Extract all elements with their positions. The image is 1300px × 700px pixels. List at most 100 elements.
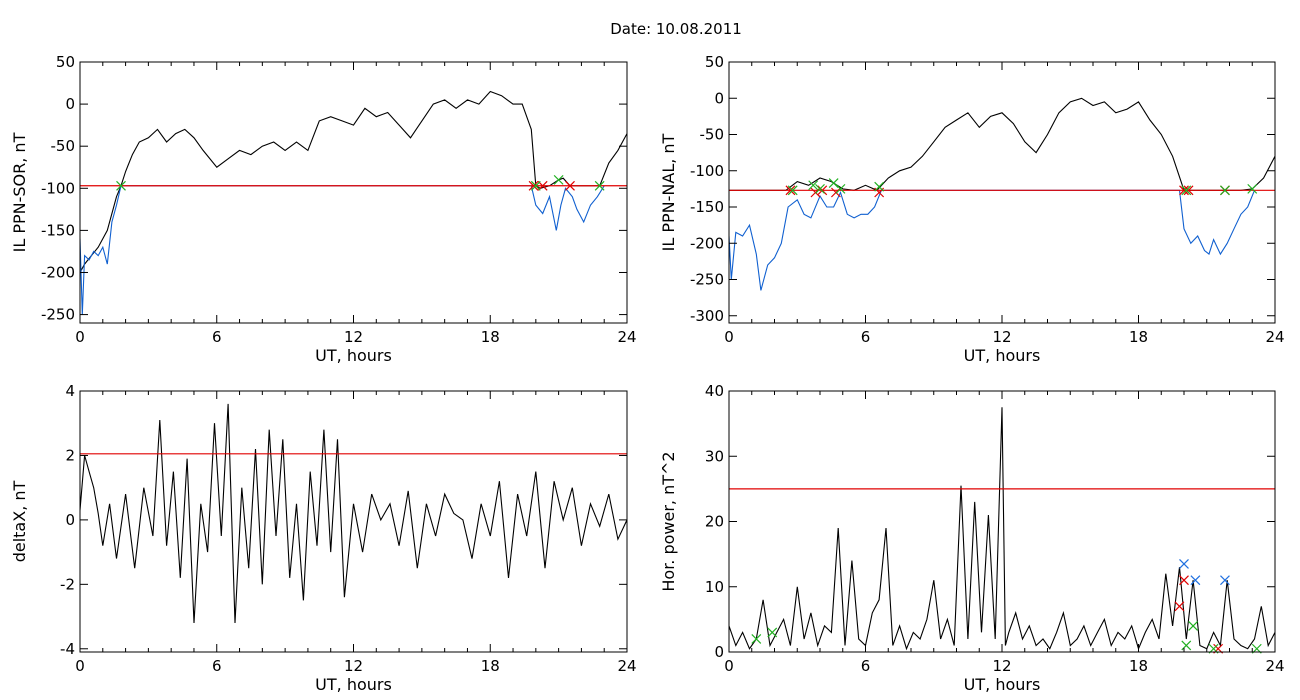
marker-cross [565, 180, 575, 191]
x-tick-label: 12 [992, 328, 1011, 346]
marker-cross [1174, 601, 1185, 612]
plot-frame [79, 61, 628, 324]
x-tick-label: 18 [481, 657, 500, 675]
marker-cross [530, 180, 541, 191]
marker-stroke [785, 185, 796, 196]
marker-cross [1179, 575, 1189, 586]
marker-stroke [1188, 620, 1199, 631]
marker-cross [815, 183, 825, 194]
marker-stroke [1179, 575, 1189, 586]
marker-cross [116, 180, 126, 191]
x-tick-label: 12 [992, 657, 1011, 675]
x-tick-label: 6 [861, 328, 871, 346]
series-line-1 [729, 97, 1275, 191]
y-tick-label: -250 [41, 306, 75, 324]
marker-cross [785, 185, 796, 196]
y-axis-title: deltaX, nT [10, 480, 29, 562]
series-line-2 [80, 185, 605, 315]
marker-stroke [594, 180, 605, 191]
marker-stroke [1247, 183, 1258, 194]
y-tick-label: -250 [690, 271, 724, 289]
x-axis-title: UT, hours [964, 675, 1041, 694]
y-tick-label: 4 [65, 382, 75, 400]
marker-stroke [565, 180, 575, 191]
marker-cross [1190, 575, 1201, 586]
y-tick-label: 0 [65, 511, 75, 529]
series-line-1 [80, 90, 627, 273]
marker-stroke [808, 180, 819, 191]
marker-cross [810, 187, 821, 198]
y-tick-label: 10 [705, 578, 724, 596]
marker-stroke [116, 180, 126, 191]
marker-stroke [1179, 558, 1189, 569]
marker-cross [808, 180, 819, 191]
y-tick-label: -200 [41, 263, 75, 281]
y-tick-label: -2 [60, 575, 75, 593]
x-tick-label: 18 [1129, 328, 1148, 346]
plot-frame [728, 61, 1276, 324]
marker-cross [835, 183, 846, 194]
marker-cross [767, 627, 778, 638]
x-tick-label: 24 [617, 328, 636, 346]
marker-cross [751, 634, 762, 644]
y-tick-label: -200 [690, 234, 724, 252]
marker-stroke [1190, 575, 1201, 586]
marker-stroke [1181, 640, 1192, 651]
y-axis-title: IL PPN-SOR, nT [10, 132, 29, 252]
x-tick-label: 18 [481, 328, 500, 346]
x-axis-title: UT, hours [315, 675, 392, 694]
x-tick-label: 0 [724, 328, 734, 346]
y-tick-label: -4 [60, 640, 75, 658]
marker-stroke [553, 174, 564, 185]
series-line-1 [80, 403, 627, 624]
y-tick-label: -300 [690, 307, 724, 325]
y-axis-title: Hor. power, nT^2 [659, 451, 678, 591]
chart-panel-1: 0 6 12 18 24 50 0 -50 -100 -150 -200 -250 UT, hours I… [10, 53, 637, 365]
marker-cross [831, 187, 841, 198]
marker-cross [787, 185, 798, 196]
y-tick-label: 2 [65, 446, 75, 464]
y-tick-label: -150 [41, 221, 75, 239]
x-tick-label: 0 [75, 328, 85, 346]
marker-stroke [751, 634, 762, 644]
series-line-1 [729, 407, 1275, 651]
marker-stroke [1181, 185, 1192, 196]
marker-stroke [528, 180, 539, 191]
x-tick-label: 24 [1265, 328, 1284, 346]
marker-cross [553, 174, 564, 185]
marker-stroke [1183, 185, 1194, 196]
x-tick-label: 0 [724, 657, 734, 675]
marker-cross [1181, 640, 1192, 651]
marker-cross [1188, 620, 1199, 631]
y-tick-label: -100 [41, 179, 75, 197]
y-axis-title: IL PPN-NAL, nT [659, 133, 678, 251]
y-tick-label: 0 [714, 643, 724, 661]
marker-stroke [828, 178, 839, 188]
x-tick-label: 12 [344, 657, 363, 675]
marker-stroke [530, 180, 541, 191]
x-tick-label: 6 [212, 657, 222, 675]
marker-stroke [874, 181, 885, 192]
x-tick-label: 6 [861, 657, 871, 675]
marker-cross [1247, 183, 1258, 194]
y-tick-label: 50 [56, 53, 75, 71]
marker-stroke [1220, 185, 1230, 196]
marker-cross [1183, 185, 1194, 196]
chart-panel-2: 0 6 12 18 24 50 0 -50 -100 -150 -200 -250 -300 UT, ho… [659, 53, 1285, 365]
chart-panel-3: 0 6 12 18 24 4 2 0 -2 -4 UT, hours deltaX, nT [10, 382, 637, 694]
y-tick-label: -150 [690, 198, 724, 216]
marker-cross [1181, 185, 1192, 196]
series-line-2 [729, 189, 1256, 291]
marker-stroke [1179, 185, 1189, 196]
marker-cross [1179, 185, 1189, 196]
y-tick-label: 0 [65, 95, 75, 113]
x-axis-title: UT, hours [964, 346, 1041, 365]
marker-cross [874, 181, 885, 192]
x-tick-label: 0 [75, 657, 85, 675]
figure-title: Date: 10.08.2011 [610, 20, 742, 38]
marker-stroke [767, 627, 778, 638]
x-tick-label: 24 [1265, 657, 1284, 675]
marker-stroke [1220, 575, 1230, 586]
